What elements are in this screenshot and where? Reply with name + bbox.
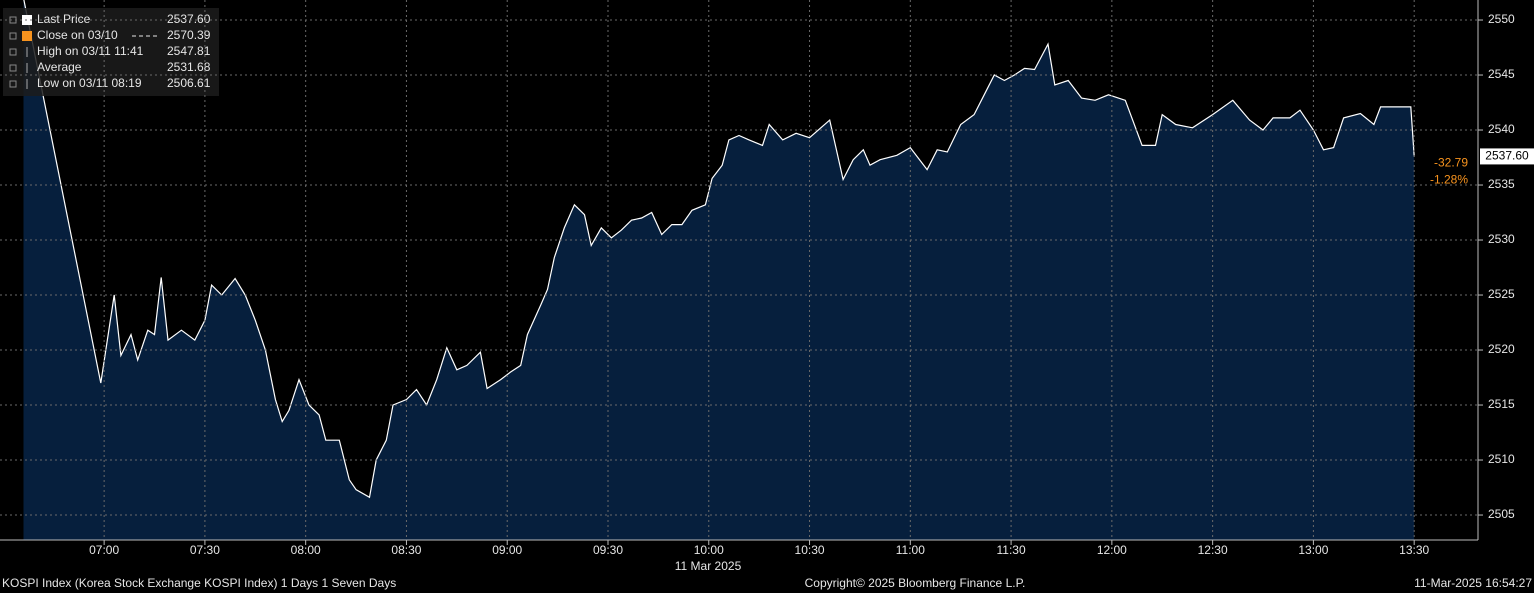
legend-toggle	[9, 48, 17, 56]
x-tick-label: 13:00	[1298, 543, 1328, 557]
x-tick-label: 13:30	[1399, 543, 1429, 557]
legend-toggle	[9, 80, 17, 88]
x-tick-label: 10:30	[795, 543, 825, 557]
date-label: 11 Mar 2025	[675, 559, 742, 573]
x-tick-label: 08:30	[391, 543, 421, 557]
y-tick-label: 2550	[1488, 12, 1515, 26]
y-tick-label: 2535	[1488, 177, 1515, 191]
change-pct-label: -1.28%	[1430, 173, 1468, 187]
last-price-tag	[1480, 148, 1534, 165]
legend-value: 2537.60	[167, 12, 211, 26]
footer-left: KOSPI Index (Korea Stock Exchange KOSPI …	[2, 576, 396, 590]
legend-toggle	[9, 32, 17, 40]
price-line	[23, 0, 1415, 499]
x-tick-label: 10:00	[694, 543, 724, 557]
y-tick-label: 2530	[1488, 232, 1515, 246]
legend-value: 2506.61	[167, 76, 211, 90]
x-tick-label: 08:00	[291, 543, 321, 557]
y-tick-label: 2510	[1488, 452, 1515, 466]
legend-value: 2531.68	[167, 60, 211, 74]
x-tick-label: 09:00	[492, 543, 522, 557]
x-tick-label: 07:00	[89, 543, 119, 557]
y-tick-label: 2515	[1488, 397, 1515, 411]
y-tick-label: 2525	[1488, 287, 1515, 301]
x-tick-label: 07:30	[190, 543, 220, 557]
legend-name: Average	[37, 60, 82, 74]
footer-right: 11-Mar-2025 16:54:27	[1414, 576, 1532, 590]
change-label: -32.79	[1434, 156, 1468, 170]
legend-name: Last Price	[37, 12, 91, 26]
y-tick-label: 2540	[1488, 122, 1515, 136]
x-tick-label: 12:30	[1198, 543, 1228, 557]
legend-swatch	[22, 31, 32, 41]
legend: Last Price 2537.60 Close on 03/10 2570.39 Hi…	[3, 8, 219, 96]
legend-name: High on 03/11 11:41	[37, 44, 144, 58]
last-price-label: 2537.60	[1485, 149, 1529, 163]
legend-toggle	[9, 64, 17, 72]
footer-center: Copyright© 2025 Bloomberg Finance L.P.	[805, 576, 1026, 590]
legend-value: 2570.39	[167, 28, 211, 42]
y-tick-label: 2505	[1488, 507, 1515, 521]
x-tick-label: 09:30	[593, 543, 623, 557]
legend-swatch	[22, 15, 32, 25]
y-tick-label: 2545	[1488, 67, 1515, 81]
legend-name: Close on 03/10	[37, 28, 118, 42]
y-tick-label: 2520	[1488, 342, 1515, 356]
x-tick-label: 11:00	[896, 543, 925, 557]
legend-box	[3, 8, 219, 96]
legend-value: 2547.81	[167, 44, 211, 58]
x-tick-label: 11:30	[997, 543, 1026, 557]
legend-name: Low on 03/11 08:19	[37, 76, 142, 90]
x-tick-label: 12:00	[1097, 543, 1127, 557]
